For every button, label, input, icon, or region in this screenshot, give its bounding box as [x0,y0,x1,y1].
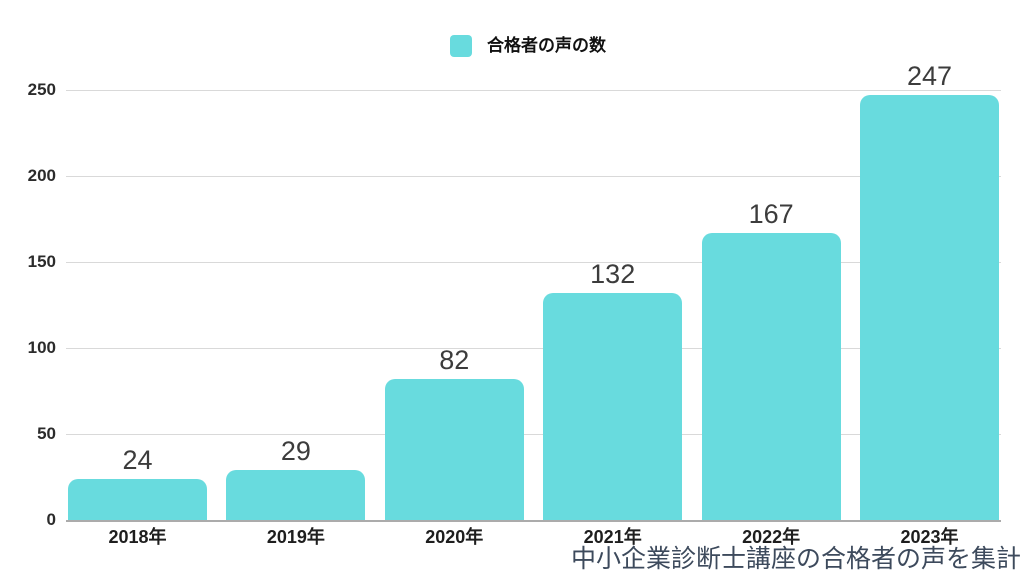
x-axis-label-2018年: 2018年 [108,527,167,547]
legend-label: 合格者の声の数 [487,36,606,55]
bar-2020年 [384,378,524,520]
x-axis-label-2020年: 2020年 [425,527,484,547]
legend-swatch-icon [450,35,472,57]
chart-caption: 中小企業診断士講座の合格者の声を集計 [570,545,1021,573]
gridline-50 [66,433,1001,435]
x-axis-label-2019年: 2019年 [266,527,325,547]
value-label-2019年: 29 [280,436,311,467]
y-axis-label-200: 200 [27,166,56,185]
bar-2018年 [68,478,207,520]
x-axis-label-2021年: 2021年 [583,527,642,547]
bar-2021年 [543,292,683,520]
x-axis-label-2022年: 2022年 [742,527,801,547]
y-axis-label-0: 0 [46,510,56,529]
bar-2022年 [701,232,841,520]
value-label-2021年: 132 [590,258,636,289]
value-label-2018年: 24 [122,444,153,475]
y-axis-label-50: 50 [37,424,56,443]
gridline-100 [66,347,1001,349]
bar-2023年 [860,95,999,520]
y-axis-label-150: 150 [27,252,56,271]
gridline-200 [66,175,1001,177]
x-axis-baseline [66,520,1001,522]
chart-legend: 合格者の声の数 [450,35,606,57]
value-label-2022年: 167 [748,198,794,229]
value-label-2020年: 82 [439,344,470,375]
gridline-150 [66,261,1001,263]
bar-2019年 [226,470,366,520]
x-axis-label-2023年: 2023年 [900,527,959,547]
gridline-250 [66,89,1001,91]
value-label-2023年: 247 [906,61,953,92]
y-axis-label-100: 100 [27,338,56,357]
y-axis-label-250: 250 [27,80,56,99]
